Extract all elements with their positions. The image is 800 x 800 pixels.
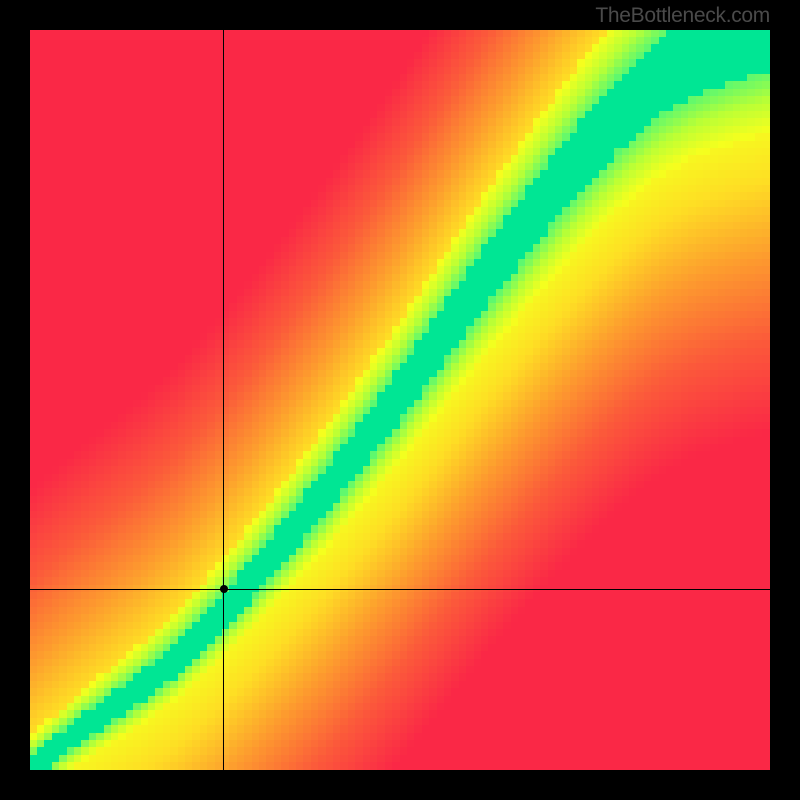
crosshair-vertical-line (223, 30, 224, 770)
heatmap-plot-area (30, 30, 770, 770)
crosshair-horizontal-line (30, 589, 770, 590)
crosshair-marker-dot (220, 585, 228, 593)
watermark-text: TheBottleneck.com (595, 4, 770, 28)
heatmap-canvas (30, 30, 770, 770)
